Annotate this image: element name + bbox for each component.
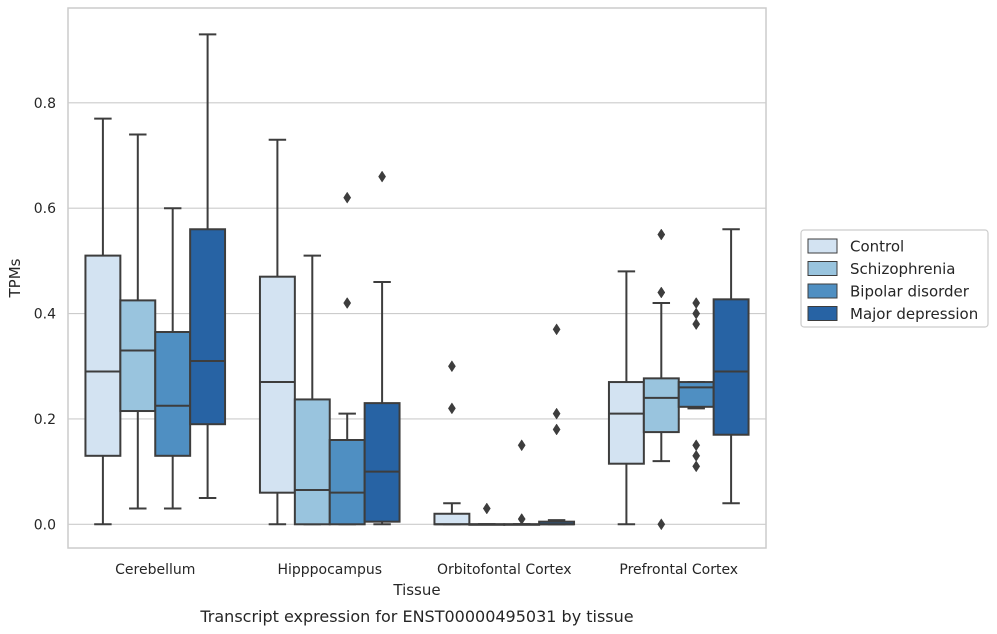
x-axis-label: Tissue xyxy=(392,581,440,599)
box-control xyxy=(433,360,471,526)
x-axis-ticks: Cerebellum Hipppocampus Orbitofontal Corte… xyxy=(115,562,738,578)
legend: Control Schizophrenia Bipolar disorder Majo… xyxy=(800,229,989,328)
legend-swatch xyxy=(807,238,838,254)
box-control xyxy=(258,138,296,526)
outlier-point xyxy=(657,518,666,531)
x-tick-label: Orbitofontal Cortex xyxy=(437,562,572,578)
box-schizophrenia xyxy=(642,228,680,531)
box-major-depression xyxy=(189,33,227,499)
box-bipolar-disorder xyxy=(328,191,366,526)
box-body xyxy=(642,377,680,434)
y-tick-label: 0.2 xyxy=(34,412,56,428)
outlier-point xyxy=(517,513,526,525)
outlier-point xyxy=(552,423,561,436)
box-major-depression xyxy=(712,228,750,505)
box-body xyxy=(258,275,296,494)
box-control xyxy=(84,117,122,526)
legend-frame xyxy=(800,229,989,328)
box-body xyxy=(293,398,331,526)
outlier-point xyxy=(692,297,701,309)
box-body xyxy=(154,331,192,457)
outlier-point xyxy=(448,360,456,373)
outlier-point xyxy=(517,439,526,452)
legend-swatch xyxy=(807,261,838,276)
y-tick-label: 0.8 xyxy=(34,96,56,112)
box-body xyxy=(607,381,645,465)
box-plot-area xyxy=(84,33,750,531)
x-tick-label: Hipppocampus xyxy=(277,562,382,578)
outlier-point xyxy=(343,297,352,309)
box-schizophrenia xyxy=(468,502,506,526)
outlier-point xyxy=(378,170,386,183)
box-bipolar-disorder xyxy=(677,297,715,473)
legend-swatch xyxy=(807,306,838,321)
legend-label: Schizophrenia xyxy=(850,260,955,278)
outlier-point xyxy=(343,191,352,204)
box-schizophrenia xyxy=(119,133,157,510)
box-body xyxy=(677,381,715,408)
outlier-point xyxy=(482,502,491,515)
outlier-point xyxy=(692,307,701,320)
y-tick-label: 0.4 xyxy=(34,307,56,323)
outlier-point xyxy=(552,407,561,420)
outlier-point xyxy=(657,286,666,299)
legend-label: Bipolar disorder xyxy=(850,283,970,301)
outlier-point xyxy=(692,318,701,331)
box-body xyxy=(712,298,750,436)
box-bipolar-disorder xyxy=(503,439,541,526)
box-body xyxy=(189,228,227,426)
outlier-point xyxy=(552,323,561,336)
x-tick-label: Prefrontal Cortex xyxy=(619,562,738,578)
chart-caption: Transcript expression for ENST0000049503… xyxy=(199,607,633,626)
outlier-point xyxy=(692,439,701,452)
y-tick-label: 0.6 xyxy=(34,201,56,217)
box-body xyxy=(119,299,157,413)
box-major-depression xyxy=(363,170,401,526)
outlier-point xyxy=(692,449,701,462)
plot-frame xyxy=(67,7,767,549)
box-body xyxy=(433,512,471,526)
outlier-point xyxy=(657,228,666,241)
x-tick-label: Cerebellum xyxy=(115,562,195,578)
box-schizophrenia xyxy=(293,254,331,526)
outlier-point xyxy=(448,402,456,415)
legend-label: Control xyxy=(850,238,904,256)
y-axis-ticks: 0.0 0.2 0.4 0.6 0.8 xyxy=(34,96,56,533)
box-major-depression xyxy=(538,323,576,526)
y-tick-label: 0.0 xyxy=(34,517,56,533)
box-body xyxy=(328,439,366,526)
box-control xyxy=(607,270,645,526)
box-body xyxy=(363,402,401,523)
y-axis-label: TPMs xyxy=(6,258,24,298)
box-bipolar-disorder xyxy=(154,207,192,510)
box-body xyxy=(84,254,122,457)
legend-label: Major depression xyxy=(850,305,978,323)
outlier-point xyxy=(692,460,701,473)
legend-swatch xyxy=(807,283,838,299)
